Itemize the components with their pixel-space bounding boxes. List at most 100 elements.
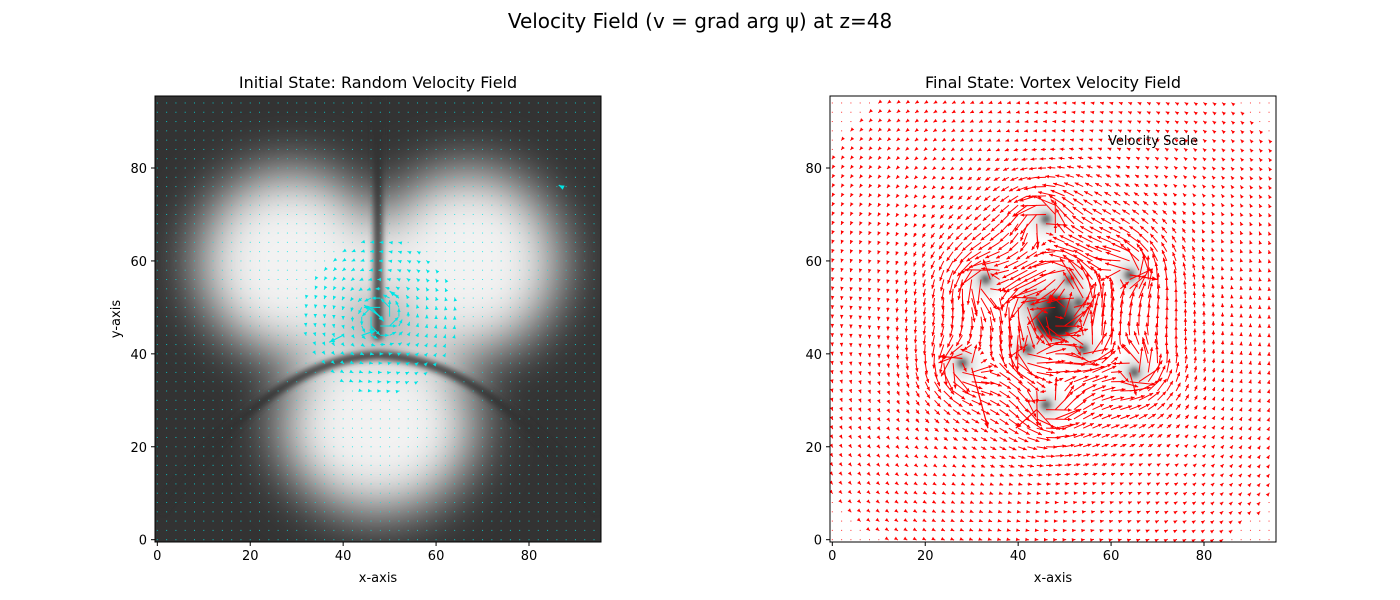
velocity-arrow bbox=[1036, 223, 1039, 250]
velocity-arrow bbox=[286, 279, 288, 281]
velocity-arrow bbox=[482, 502, 484, 504]
velocity-arrow bbox=[184, 176, 186, 178]
velocity-arrow bbox=[351, 130, 353, 132]
velocity-arrow bbox=[240, 297, 242, 299]
velocity-arrow bbox=[500, 213, 502, 215]
velocity-arrow-head bbox=[1022, 348, 1026, 353]
velocity-arrow bbox=[407, 241, 409, 243]
velocity-arrow-head bbox=[964, 428, 969, 432]
velocity-arrow bbox=[407, 529, 409, 531]
velocity-arrow bbox=[342, 520, 344, 522]
velocity-arrow-head bbox=[876, 435, 881, 440]
velocity-arrow bbox=[351, 409, 353, 411]
velocity-arrow bbox=[286, 502, 288, 504]
velocity-arrow bbox=[500, 409, 502, 411]
velocity-arrow bbox=[184, 483, 186, 485]
velocity-arrow-head bbox=[857, 416, 862, 421]
velocity-arrow bbox=[556, 251, 558, 253]
velocity-arrow bbox=[416, 409, 418, 411]
velocity-arrow-head bbox=[950, 537, 955, 541]
velocity-arrow bbox=[212, 279, 214, 281]
velocity-arrow-head bbox=[999, 238, 1004, 242]
velocity-arrow bbox=[398, 539, 400, 541]
velocity-arrow-head bbox=[914, 128, 919, 132]
velocity-arrow bbox=[574, 316, 576, 318]
velocity-arrow bbox=[537, 306, 539, 308]
velocity-arrow bbox=[184, 297, 186, 299]
velocity-arrow bbox=[565, 111, 567, 113]
velocity-arrow bbox=[175, 371, 177, 373]
velocity-arrow-head bbox=[978, 518, 983, 523]
velocity-arrow bbox=[500, 325, 502, 327]
velocity-arrow bbox=[407, 436, 409, 438]
velocity-arrow bbox=[268, 158, 270, 160]
velocity-arrow-head bbox=[839, 397, 843, 402]
velocity-arrow bbox=[482, 297, 484, 299]
velocity-arrow-head bbox=[904, 222, 909, 227]
velocity-arrow-head bbox=[1040, 147, 1045, 152]
velocity-arrow bbox=[952, 363, 956, 389]
velocity-arrow bbox=[268, 297, 270, 299]
velocity-arrow bbox=[435, 204, 437, 206]
velocity-arrow bbox=[537, 102, 539, 104]
velocity-arrow bbox=[333, 390, 335, 392]
velocity-arrow bbox=[351, 186, 353, 188]
velocity-arrow bbox=[435, 111, 437, 113]
velocity-arrow-head bbox=[924, 118, 929, 123]
velocity-arrow bbox=[361, 130, 363, 132]
velocity-arrow bbox=[361, 502, 363, 504]
velocity-arrow bbox=[296, 455, 298, 457]
velocity-arrow bbox=[351, 213, 353, 215]
velocity-arrow bbox=[584, 409, 586, 411]
velocity-arrow bbox=[296, 260, 298, 262]
velocity-arrow-head bbox=[978, 509, 983, 513]
velocity-arrow bbox=[389, 167, 391, 169]
velocity-arrow bbox=[212, 223, 214, 225]
velocity-arrow bbox=[212, 130, 214, 132]
velocity-arrow bbox=[463, 195, 465, 197]
velocity-arrow-head bbox=[969, 138, 974, 142]
velocity-arrow bbox=[184, 418, 186, 420]
velocity-arrow bbox=[426, 223, 428, 225]
velocity-arrow bbox=[203, 362, 205, 364]
velocity-arrow-head bbox=[1024, 129, 1029, 133]
velocity-arrow bbox=[565, 176, 567, 178]
velocity-arrow bbox=[240, 334, 242, 336]
velocity-arrow bbox=[203, 223, 205, 225]
velocity-arrow-head bbox=[1060, 340, 1065, 345]
velocity-arrow bbox=[203, 334, 205, 336]
velocity-arrow-head bbox=[944, 428, 949, 432]
velocity-arrow bbox=[361, 436, 363, 438]
velocity-arrow-head bbox=[839, 333, 844, 338]
velocity-arrow-head bbox=[362, 312, 367, 317]
velocity-arrow bbox=[370, 455, 372, 457]
velocity-arrow bbox=[351, 529, 353, 531]
velocity-arrow bbox=[203, 241, 205, 243]
velocity-arrow bbox=[482, 427, 484, 429]
velocity-arrow bbox=[286, 464, 288, 466]
velocity-arrow bbox=[500, 176, 502, 178]
velocity-arrow bbox=[593, 148, 595, 150]
velocity-arrow bbox=[509, 390, 511, 392]
velocity-arrow-head bbox=[868, 259, 872, 264]
velocity-arrow bbox=[565, 130, 567, 132]
velocity-arrow-head bbox=[1019, 374, 1024, 379]
velocity-arrow bbox=[472, 436, 474, 438]
velocity-arrow-head bbox=[996, 281, 1001, 285]
velocity-arrow-head bbox=[1022, 241, 1026, 246]
velocity-arrow-head bbox=[884, 517, 889, 522]
velocity-arrow bbox=[454, 520, 456, 522]
velocity-arrow-head bbox=[841, 164, 845, 169]
velocity-arrow-head bbox=[341, 315, 345, 320]
velocity-arrow-head bbox=[1059, 315, 1064, 320]
velocity-arrow bbox=[184, 409, 186, 411]
velocity-arrow bbox=[351, 520, 353, 522]
velocity-arrow-head bbox=[933, 445, 938, 450]
velocity-arrow-head bbox=[321, 341, 326, 346]
velocity-arrow bbox=[547, 353, 549, 355]
velocity-arrow-head bbox=[351, 248, 356, 253]
velocity-arrow bbox=[500, 121, 502, 123]
velocity-arrow-head bbox=[425, 305, 429, 310]
velocity-arrow-head bbox=[848, 370, 853, 375]
velocity-arrow-head bbox=[349, 360, 354, 364]
